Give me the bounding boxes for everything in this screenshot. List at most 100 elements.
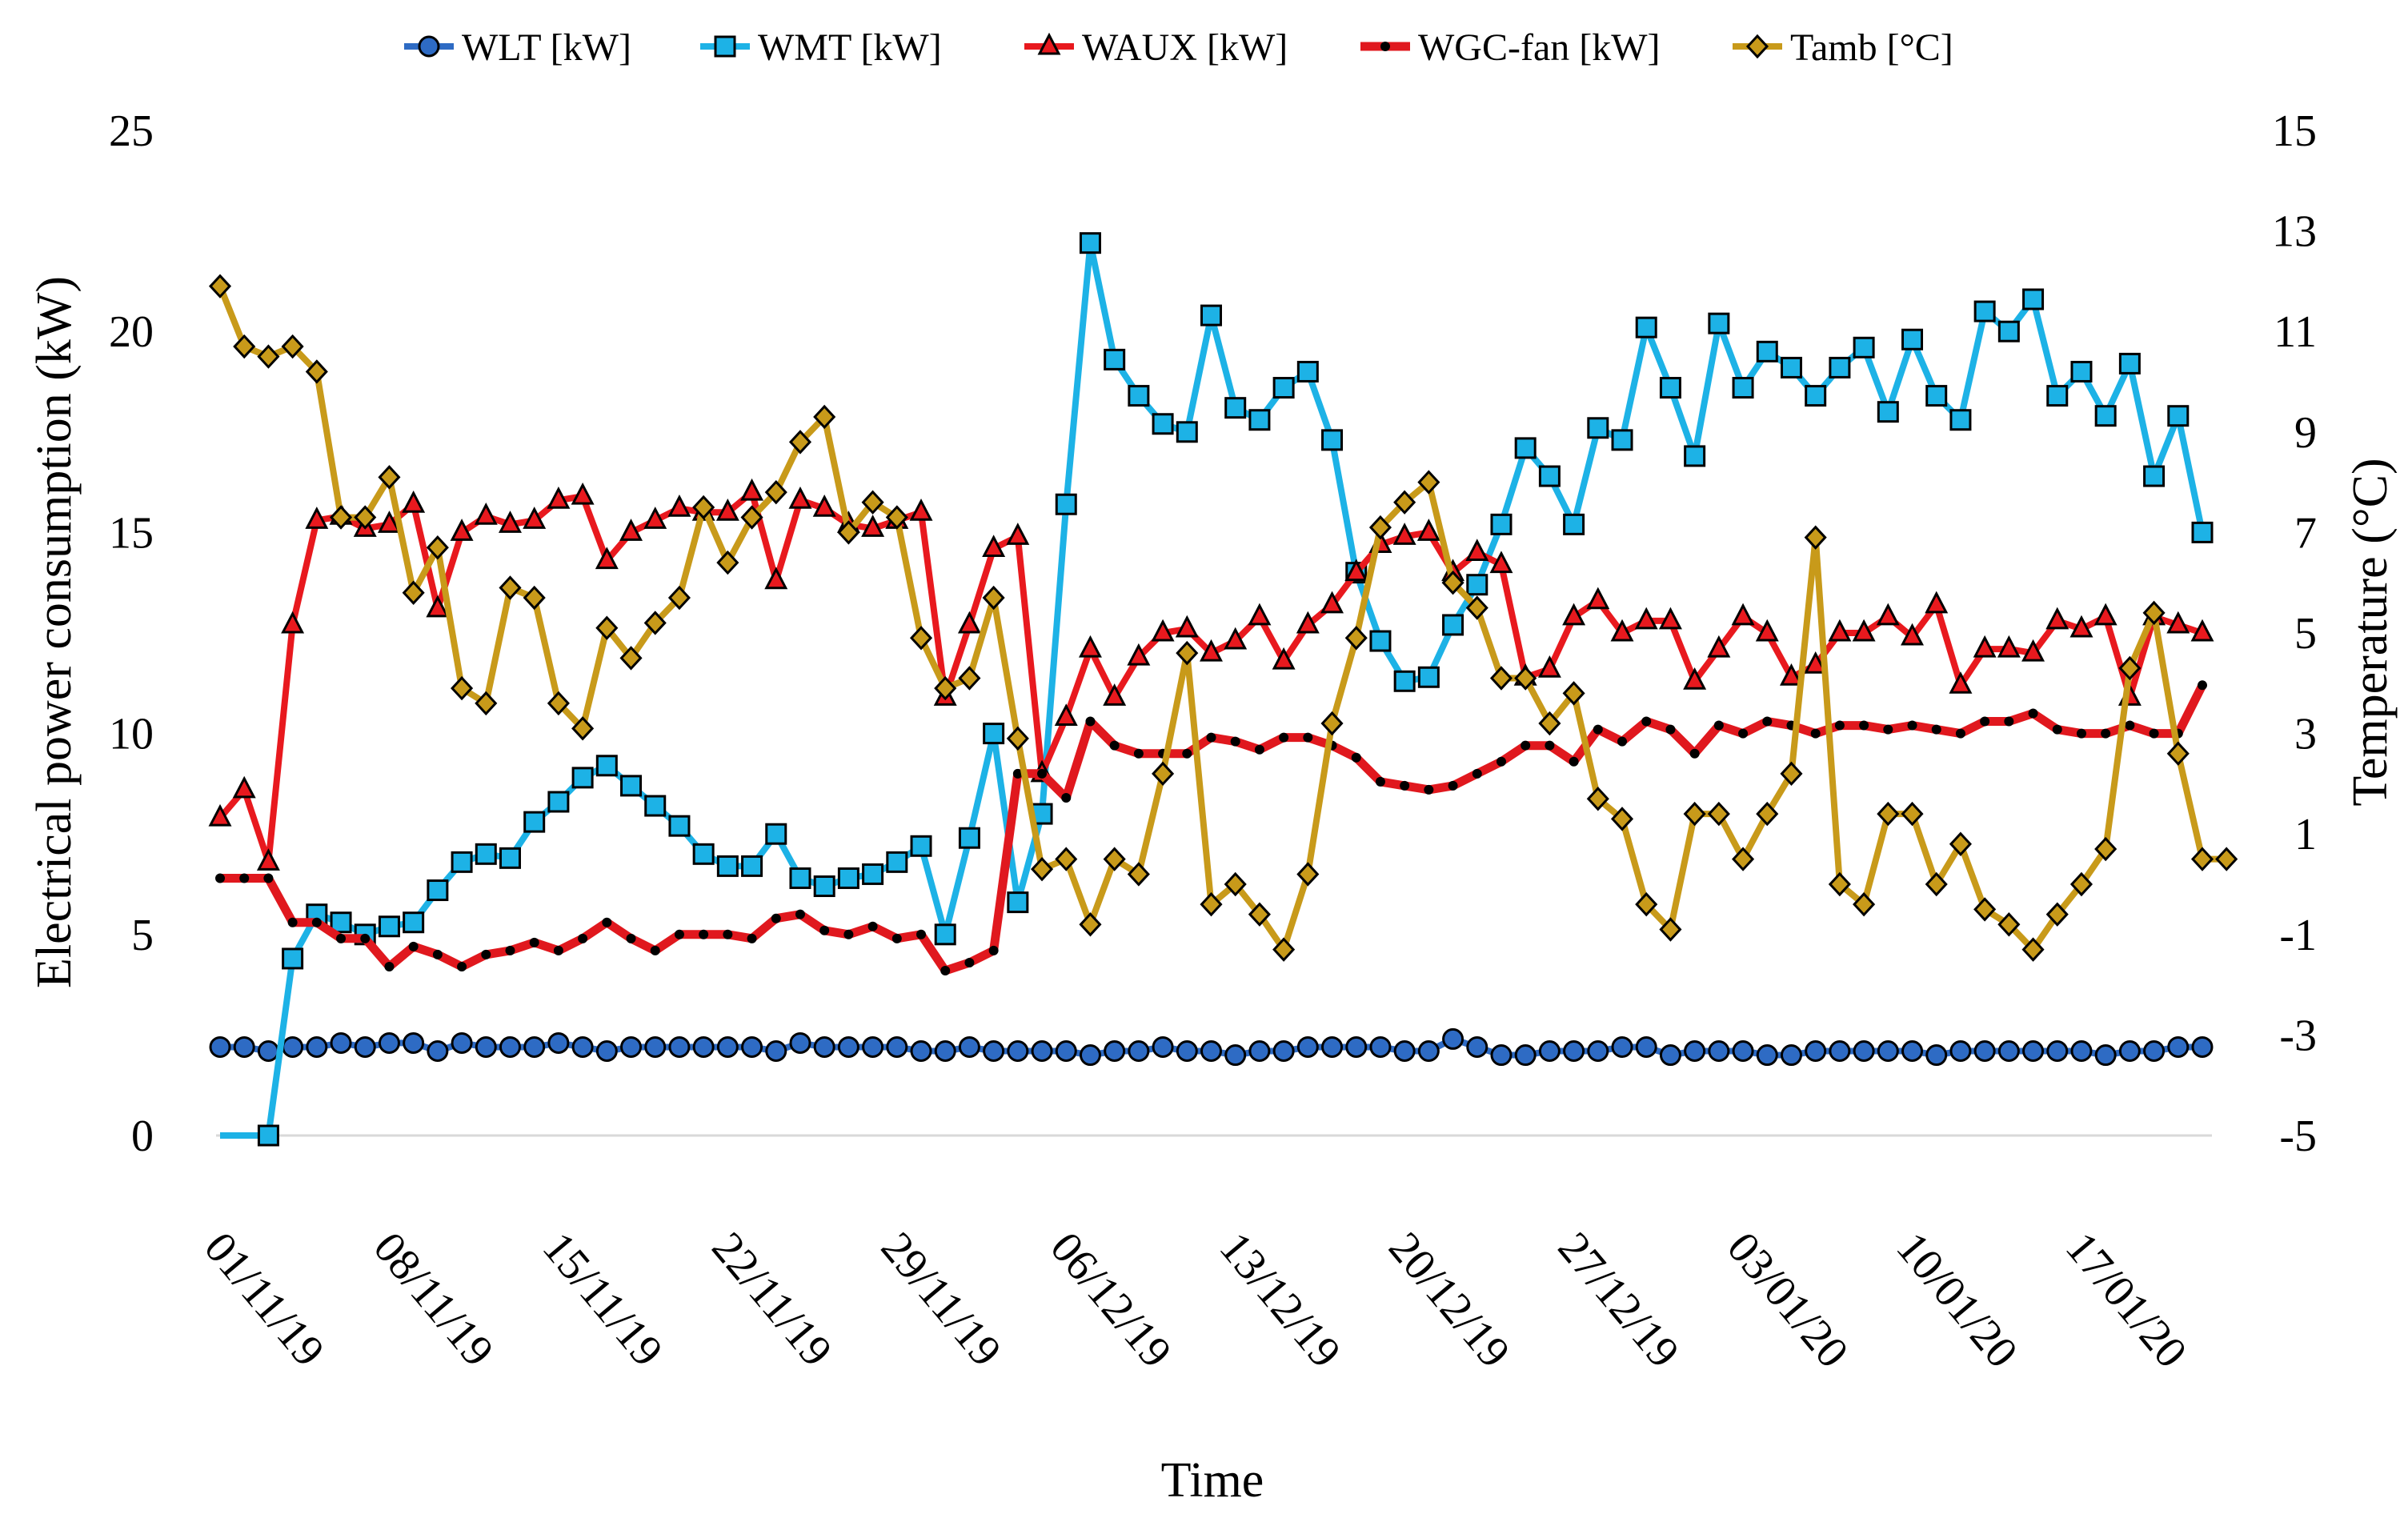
data-point bbox=[1756, 1044, 1778, 1067]
data-point bbox=[2166, 611, 2190, 634]
data-point bbox=[1128, 1039, 1150, 1062]
x-axis-title: Time bbox=[1161, 1453, 1264, 1508]
data-point bbox=[1321, 429, 1344, 451]
data-point bbox=[1248, 902, 1271, 927]
x-tick-label: 17/01/20 bbox=[2056, 1224, 2196, 1377]
data-point bbox=[330, 1031, 352, 1054]
data-point bbox=[1805, 1039, 1827, 1062]
data-point bbox=[547, 486, 571, 509]
data-point bbox=[432, 949, 443, 959]
data-point bbox=[1442, 1027, 1464, 1050]
data-point bbox=[1514, 666, 1537, 691]
data-point bbox=[1272, 937, 1296, 962]
data-point bbox=[1417, 1039, 1440, 1062]
data-point bbox=[1079, 1044, 1101, 1067]
data-point bbox=[2143, 465, 2166, 487]
data-point bbox=[571, 716, 595, 741]
data-point bbox=[329, 505, 353, 530]
data-point bbox=[650, 945, 660, 955]
data-point bbox=[1392, 523, 1416, 545]
data-point bbox=[378, 915, 400, 938]
data-point bbox=[867, 921, 878, 931]
data-point bbox=[1320, 591, 1344, 614]
data-point bbox=[813, 404, 836, 430]
data-point bbox=[257, 344, 280, 369]
data-point bbox=[523, 811, 546, 833]
data-point bbox=[1007, 1039, 1029, 1062]
data-point bbox=[1200, 304, 1222, 326]
data-point bbox=[1834, 720, 1845, 731]
data-point bbox=[1230, 736, 1240, 747]
data-point bbox=[1054, 703, 1078, 727]
data-point bbox=[1442, 614, 1464, 636]
data-point bbox=[740, 478, 764, 501]
data-point bbox=[2022, 1039, 2045, 1062]
y2-tick-label: 7 bbox=[2294, 508, 2317, 558]
data-point bbox=[427, 1039, 449, 1062]
data-point bbox=[1611, 429, 1633, 451]
data-point bbox=[1997, 320, 2020, 342]
data-point bbox=[982, 585, 1005, 611]
data-point bbox=[553, 945, 563, 955]
y2-tick-label: 5 bbox=[2294, 609, 2317, 659]
data-point bbox=[1635, 1035, 1657, 1058]
data-point bbox=[1296, 611, 1320, 634]
data-point bbox=[360, 933, 371, 943]
data-point bbox=[1980, 716, 1990, 727]
data-point bbox=[1665, 724, 1676, 735]
data-point bbox=[378, 1031, 400, 1054]
data-point bbox=[1272, 647, 1296, 670]
data-point bbox=[426, 595, 450, 618]
data-point bbox=[2118, 1039, 2141, 1062]
data-point bbox=[958, 1035, 980, 1058]
data-point bbox=[1762, 716, 1773, 727]
data-point bbox=[909, 626, 933, 651]
legend-label: WGC-fan [kW] bbox=[1418, 26, 1661, 69]
y-tick-label: 20 bbox=[109, 307, 154, 357]
data-point bbox=[765, 823, 787, 845]
data-point bbox=[2149, 728, 2159, 739]
data-point bbox=[862, 863, 884, 885]
data-point bbox=[595, 615, 619, 640]
data-point bbox=[1200, 1039, 1222, 1062]
data-point bbox=[499, 847, 521, 869]
data-point bbox=[287, 917, 298, 927]
data-point bbox=[934, 923, 956, 946]
x-tick-label: 01/11/19 bbox=[194, 1224, 334, 1376]
data-point bbox=[1949, 409, 1972, 431]
data-point bbox=[1272, 377, 1295, 399]
data-point bbox=[1828, 871, 1851, 897]
data-point bbox=[1658, 607, 1682, 630]
data-point bbox=[281, 334, 304, 359]
data-point bbox=[208, 803, 232, 827]
data-point bbox=[354, 1035, 376, 1058]
data-point bbox=[1152, 413, 1174, 435]
data-point bbox=[1133, 748, 1144, 759]
y2-tick-label: 15 bbox=[2272, 106, 2317, 156]
data-point bbox=[1152, 761, 1175, 787]
data-point bbox=[305, 507, 329, 529]
y2-tick-label: 1 bbox=[2294, 810, 2317, 859]
data-point bbox=[764, 479, 787, 505]
data-point bbox=[983, 723, 1005, 745]
data-point bbox=[547, 691, 570, 716]
data-point bbox=[667, 495, 691, 517]
data-point bbox=[1997, 635, 2021, 658]
data-point bbox=[1973, 300, 1996, 322]
data-point bbox=[667, 585, 691, 611]
data-point bbox=[2046, 1039, 2069, 1062]
x-tick-label: 06/12/19 bbox=[1040, 1224, 1180, 1377]
data-point bbox=[620, 1035, 643, 1058]
data-point bbox=[282, 947, 304, 970]
data-point bbox=[765, 1039, 787, 1062]
data-point bbox=[644, 1035, 667, 1058]
y2-tick-label: 13 bbox=[2272, 207, 2317, 257]
data-point bbox=[1079, 912, 1102, 937]
data-point bbox=[2167, 1035, 2190, 1058]
data-point bbox=[1617, 736, 1628, 747]
data-point bbox=[1829, 1039, 1851, 1062]
data-point bbox=[499, 511, 522, 533]
data-point bbox=[1538, 711, 1561, 736]
data-point bbox=[1810, 728, 1821, 739]
